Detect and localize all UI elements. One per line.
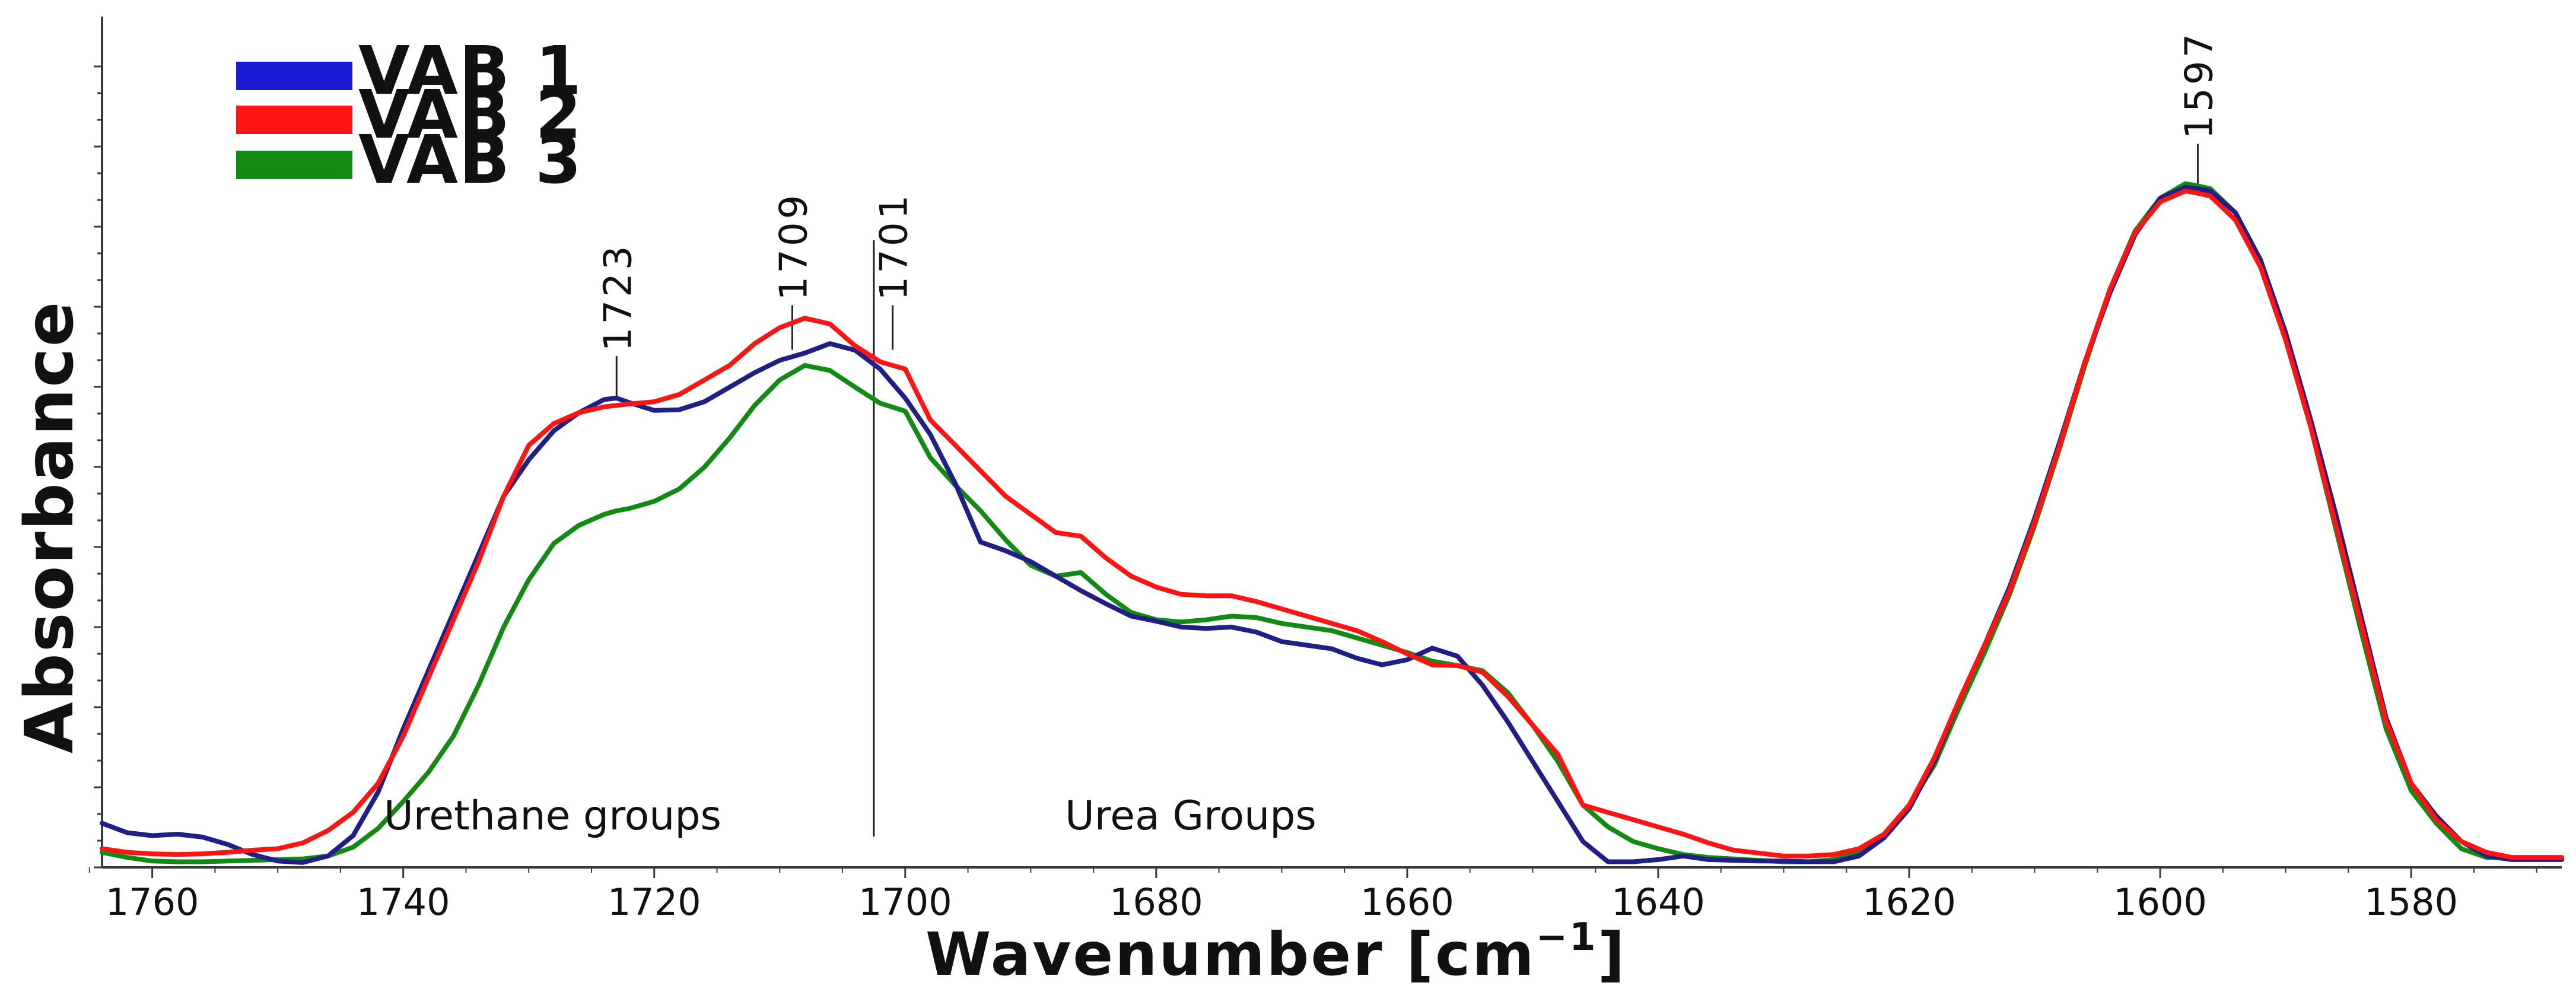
- x-tick-label: 1740: [357, 880, 450, 924]
- legend-label-vab3: VAB 3: [358, 122, 583, 199]
- legend-swatch-vab1: [236, 62, 352, 90]
- series-line-vab1: [100, 185, 2564, 865]
- peak-label-1709: 1709: [772, 192, 816, 301]
- series-line-vab2: [100, 188, 2564, 860]
- legend-label-vab2: VAB 2: [358, 77, 583, 154]
- peak-labels: 1723 1709 1701 1597: [596, 31, 2221, 352]
- x-tick-label: 1660: [1360, 880, 1454, 924]
- axes: [101, 17, 2562, 869]
- x-axis-label-sup: −1: [1536, 915, 1598, 959]
- x-tick-label: 1580: [2364, 880, 2458, 924]
- peak-label-1597: 1597: [2178, 31, 2222, 139]
- legend: VAB 1 VAB 2 VAB 3: [236, 33, 583, 199]
- x-tick-label: 1640: [1611, 880, 1705, 924]
- annotation-lines: [615, 144, 2199, 837]
- x-tick-label: 1600: [2113, 880, 2207, 924]
- x-axis-label-main: Wavenumber [cm: [926, 920, 1536, 989]
- x-tick-label: 1720: [608, 880, 701, 924]
- peak-label-1701: 1701: [873, 192, 917, 301]
- legend-swatch-vab3: [236, 151, 352, 179]
- x-axis-label: Wavenumber [cm−1]: [926, 915, 1626, 989]
- peak-label-1723: 1723: [596, 243, 640, 351]
- x-tick-label: 1760: [106, 880, 199, 924]
- x-tick-label: 1620: [1862, 880, 1956, 924]
- legend-swatch-vab2: [236, 106, 352, 134]
- x-tick-label: 1680: [1109, 880, 1203, 924]
- legend-label-vab1: VAB 1: [358, 33, 583, 110]
- series-layer: [100, 181, 2564, 865]
- y-axis-label: Absorbance: [11, 300, 88, 753]
- x-axis-label-end: ]: [1598, 920, 1627, 989]
- x-axis-ticks: 1760 1740 1720 1700 1680 1660 1640 1620 1600 1580: [88, 867, 2537, 924]
- y-axis-ticks: [94, 65, 102, 869]
- x-tick-label: 1700: [858, 880, 952, 924]
- region-label-urea: Urea Groups: [1065, 793, 1316, 840]
- region-label-urethane: Urethane groups: [384, 793, 721, 840]
